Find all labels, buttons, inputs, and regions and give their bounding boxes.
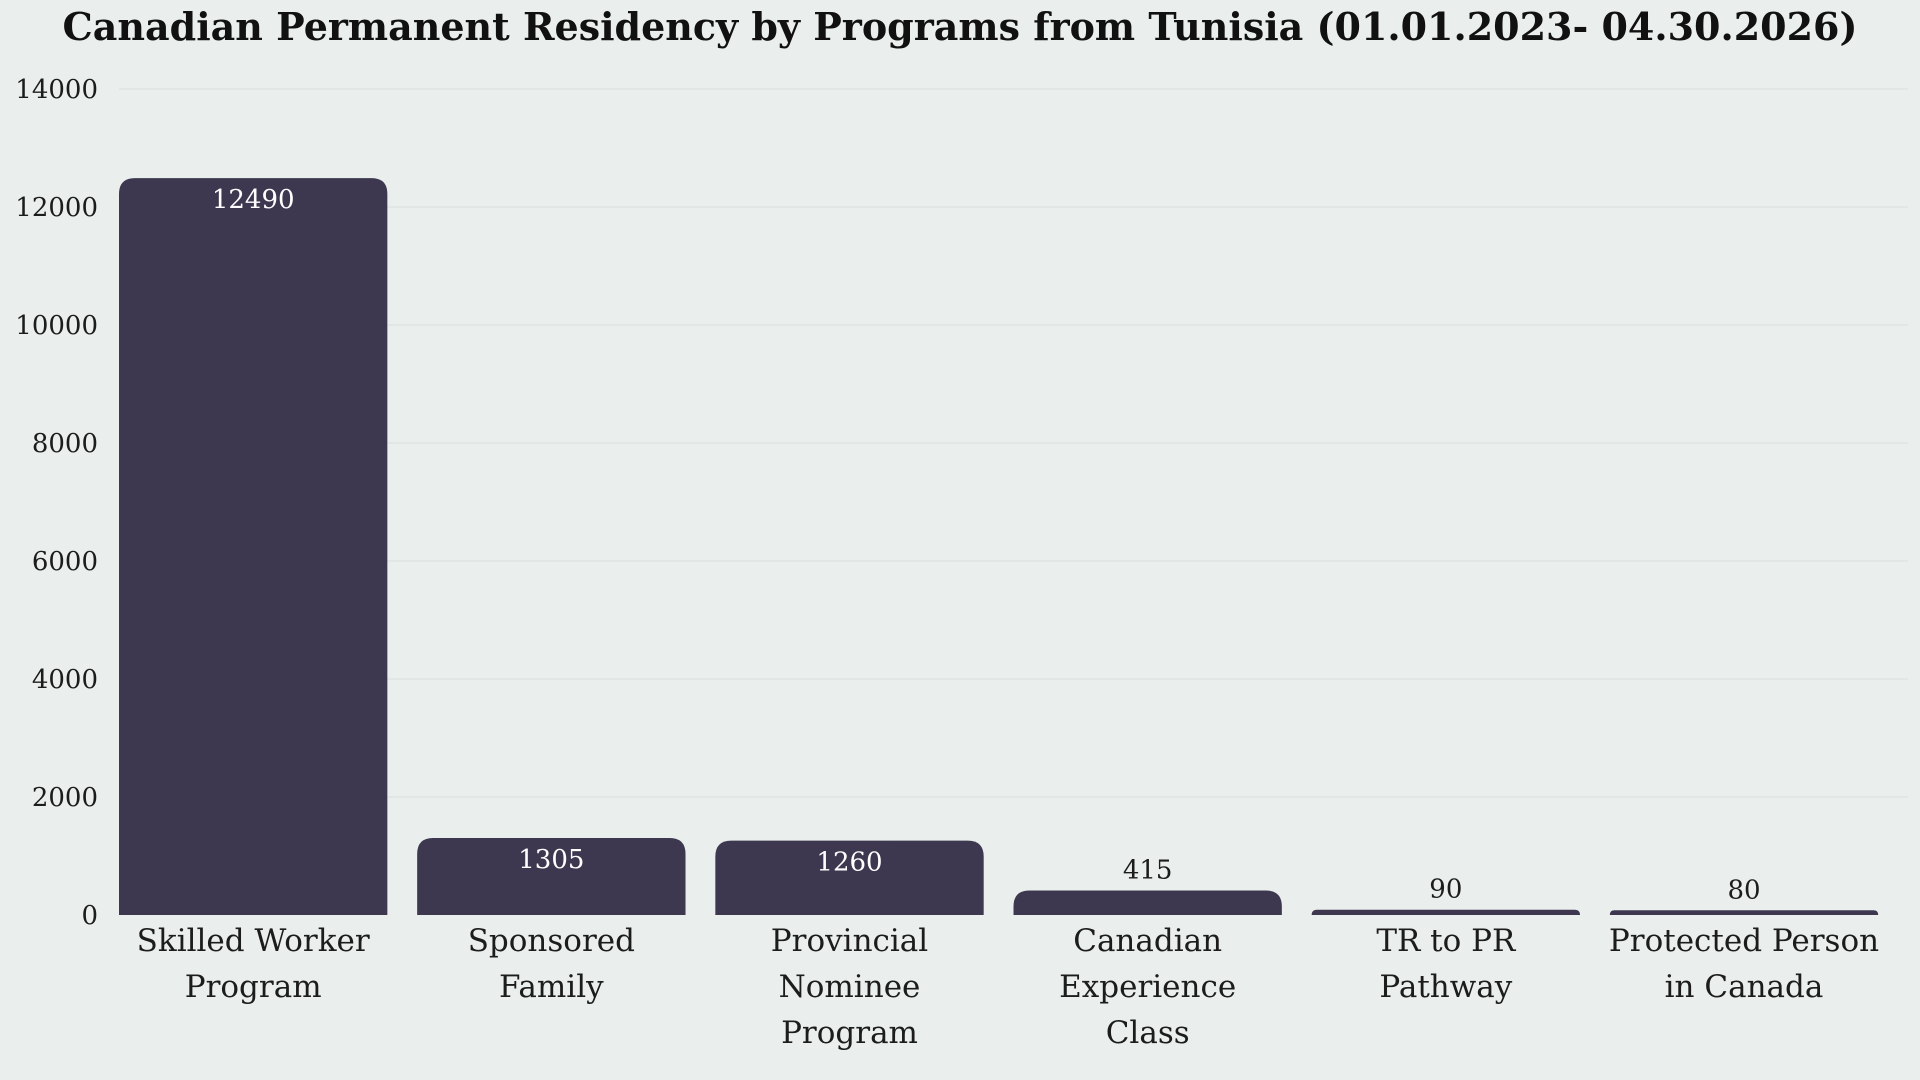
y-tick-label: 10000 — [15, 311, 98, 341]
bar — [715, 840, 984, 915]
x-category-line: Experience — [1059, 969, 1236, 1005]
x-category-line: Program — [781, 1015, 918, 1051]
y-tick-label: 12000 — [15, 193, 98, 223]
bar-value-label: 1260 — [816, 848, 882, 878]
x-category-label: Skilled Worker Program — [137, 923, 370, 1005]
x-category-label: Sponsored Family — [468, 923, 635, 1005]
y-tick-label: 14000 — [15, 75, 98, 105]
bar-value-label: 12490 — [212, 185, 295, 215]
bars — [119, 178, 1879, 916]
x-category-line: Protected Person — [1609, 923, 1879, 959]
x-category-line: Canadian — [1073, 923, 1222, 959]
y-tick-label: 2000 — [32, 783, 98, 813]
x-category-line: Program — [185, 969, 322, 1005]
y-axis-ticks: 0 2000 4000 6000 8000 10000 12000 14000 — [15, 75, 98, 931]
bar-value-label: 90 — [1429, 875, 1462, 905]
x-category-line: TR to PR — [1376, 923, 1517, 959]
bar — [119, 178, 388, 916]
y-tick-label: 0 — [81, 901, 98, 931]
x-category-label: TR to PR Pathway — [1376, 923, 1517, 1005]
x-category-line: Class — [1106, 1015, 1190, 1051]
bar-value-label: 1305 — [518, 845, 584, 875]
bar-value-label: 415 — [1123, 856, 1173, 886]
x-category-line: in Canada — [1665, 969, 1824, 1005]
y-tick-label: 8000 — [32, 429, 98, 459]
x-category-line: Pathway — [1379, 969, 1512, 1005]
x-category-line: Sponsored — [468, 923, 635, 959]
x-category-line: Family — [499, 969, 604, 1005]
bar — [1311, 909, 1581, 915]
gridlines — [119, 88, 1908, 798]
bar-value-label: 80 — [1727, 875, 1760, 905]
chart-title: Canadian Permanent Residency by Programs… — [63, 4, 1858, 49]
y-tick-label: 6000 — [32, 547, 98, 577]
x-category-label: Canadian Experience Class — [1059, 923, 1236, 1051]
bar — [1013, 890, 1282, 915]
bar — [1609, 910, 1879, 915]
x-category-line: Skilled Worker — [137, 923, 370, 959]
data-labels: 12490 1305 1260 415 90 80 — [212, 185, 1761, 905]
x-category-label: Provincial Nominee Program — [771, 923, 928, 1051]
y-tick-label: 4000 — [32, 665, 98, 695]
x-category-line: Provincial — [771, 923, 928, 959]
bar — [417, 838, 686, 915]
x-category-label: Protected Person in Canada — [1609, 923, 1879, 1005]
x-axis-categories: Skilled Worker Program Sponsored Family Prov… — [137, 923, 1879, 1051]
x-category-line: Nominee — [779, 969, 921, 1005]
